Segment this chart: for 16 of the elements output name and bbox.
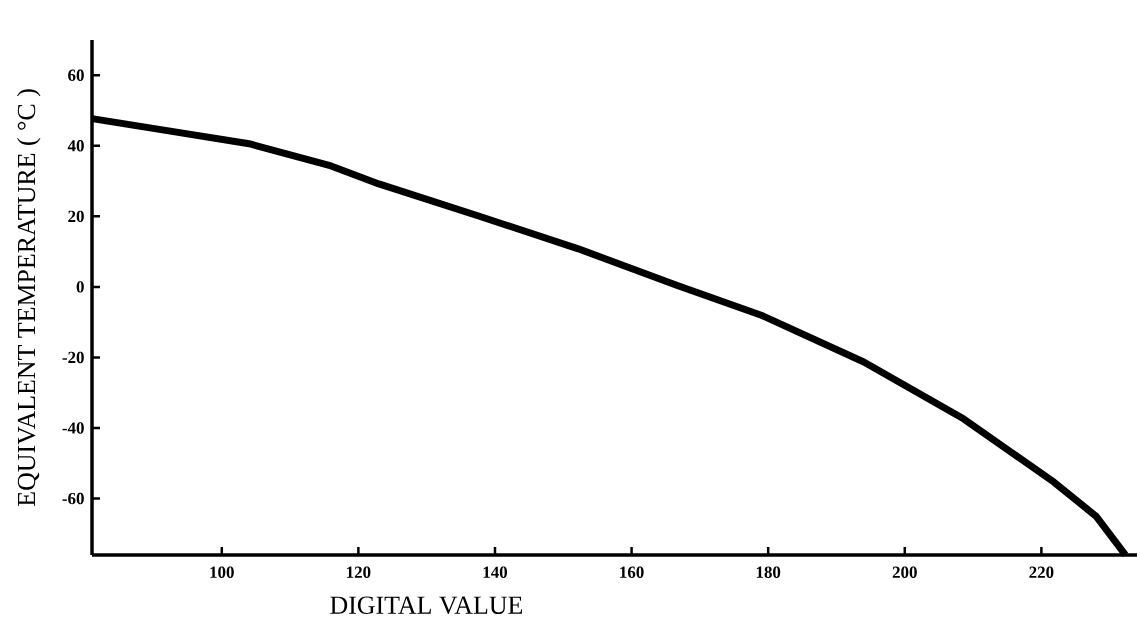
x-tick-label: 180 [756,566,781,578]
y-tick-label: 0 [76,281,84,293]
x-tick-label: 220 [1029,566,1054,578]
y-tick-label: -60 [62,492,84,505]
x-tick-label: 140 [483,566,508,578]
x-tick-label: 120 [347,566,371,578]
y-axis-title: EQUIVALENT TEMPERATURE ( °C ) [17,89,41,507]
y-tick-label: -20 [62,351,84,364]
y-tick-label: 40 [67,140,84,152]
y-tick-label: -40 [62,422,84,434]
y-tick-label: 20 [68,210,84,223]
x-tick-label: 100 [210,566,234,578]
x-tick-label: 200 [892,566,917,578]
y-tick-label: 60 [68,69,84,81]
x-tick-label: 160 [620,566,644,578]
x-axis-title: DIGITAL VALUE [330,596,523,615]
